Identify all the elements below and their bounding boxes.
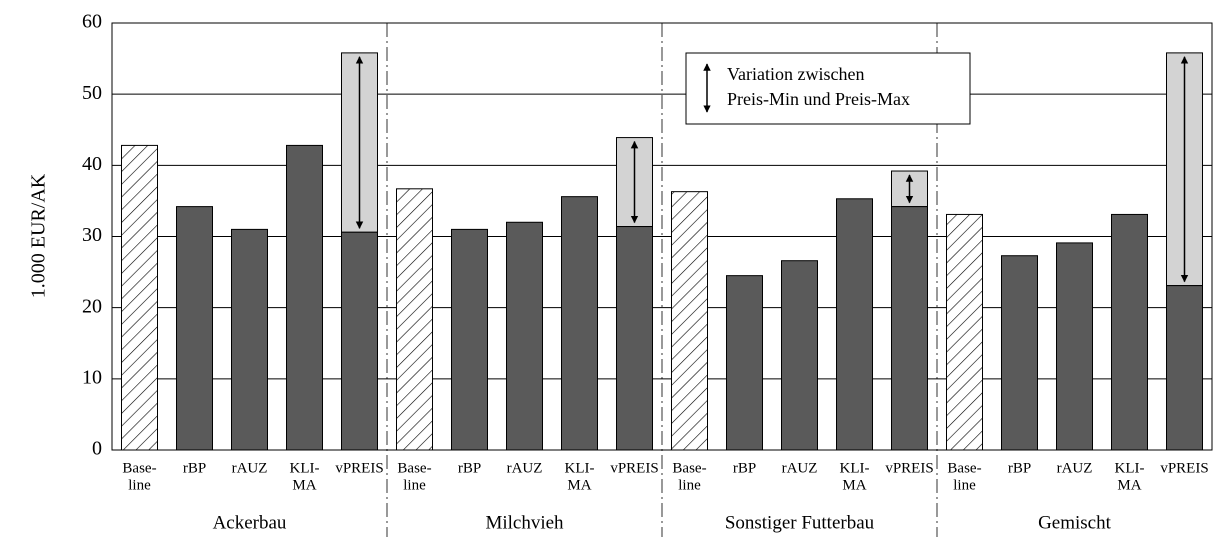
x-tick-label: Base-	[947, 460, 981, 476]
x-tick-label: line	[128, 477, 151, 493]
bar	[891, 206, 928, 451]
bar	[1056, 242, 1093, 451]
bar	[561, 196, 598, 451]
x-tick-label: rBP	[183, 460, 206, 476]
x-tick-label: MA	[292, 477, 316, 493]
y-tick-label: 10	[82, 366, 102, 388]
group-label: Milchvieh	[485, 512, 564, 533]
bar	[1001, 255, 1038, 451]
bar	[176, 206, 213, 451]
bar	[836, 198, 873, 451]
y-tick-label: 0	[92, 438, 102, 460]
y-tick-label: 50	[82, 82, 102, 104]
x-tick-label: vPREIS	[885, 460, 933, 476]
legend-text: Variation zwischen	[727, 64, 864, 84]
bar	[231, 228, 268, 451]
x-tick-label: line	[953, 477, 976, 493]
x-tick-label: KLI-	[565, 460, 595, 476]
x-tick-label: rAUZ	[507, 460, 543, 476]
x-tick-label: Base-	[397, 460, 431, 476]
x-tick-label: rBP	[458, 460, 481, 476]
x-tick-label: MA	[1117, 477, 1141, 493]
x-tick-label: line	[403, 477, 426, 493]
y-tick-label: 30	[82, 224, 102, 246]
x-tick-label: vPREIS	[1160, 460, 1208, 476]
bar	[121, 144, 158, 451]
bar	[616, 226, 653, 451]
bar	[1111, 213, 1148, 451]
x-tick-label: KLI-	[1115, 460, 1145, 476]
y-tick-label: 20	[82, 295, 102, 317]
x-tick-label: rAUZ	[782, 460, 818, 476]
bar	[726, 275, 763, 451]
bar	[341, 231, 378, 451]
bar	[451, 228, 488, 451]
legend-box	[685, 52, 971, 125]
group-label: Ackerbau	[213, 512, 287, 533]
group-label: Gemischt	[1038, 512, 1112, 533]
bar	[781, 260, 818, 451]
x-tick-label: vPREIS	[335, 460, 383, 476]
bar	[286, 144, 323, 451]
y-tick-label: 60	[82, 11, 102, 33]
x-tick-label: line	[678, 477, 701, 493]
legend-text: Preis-Min und Preis-Max	[727, 89, 910, 109]
bar	[1166, 285, 1203, 451]
bar	[946, 213, 983, 451]
x-tick-label: MA	[567, 477, 591, 493]
bar	[396, 188, 433, 451]
x-tick-label: Base-	[672, 460, 706, 476]
x-tick-label: Base-	[122, 460, 156, 476]
bar	[506, 221, 543, 451]
y-tick-label: 40	[82, 153, 102, 175]
x-tick-label: rAUZ	[232, 460, 268, 476]
x-tick-label: rBP	[1008, 460, 1031, 476]
legend: Variation zwischen Preis-Min und Preis-Ma…	[685, 52, 971, 125]
y-axis-label: 1.000 EUR/AK	[28, 173, 50, 298]
x-tick-label: vPREIS	[610, 460, 658, 476]
x-tick-label: rAUZ	[1057, 460, 1093, 476]
x-tick-label: KLI-	[840, 460, 870, 476]
bar	[671, 191, 708, 451]
x-tick-label: MA	[842, 477, 866, 493]
x-tick-label: KLI-	[290, 460, 320, 476]
group-label: Sonstiger Futterbau	[725, 512, 875, 533]
x-tick-label: rBP	[733, 460, 756, 476]
